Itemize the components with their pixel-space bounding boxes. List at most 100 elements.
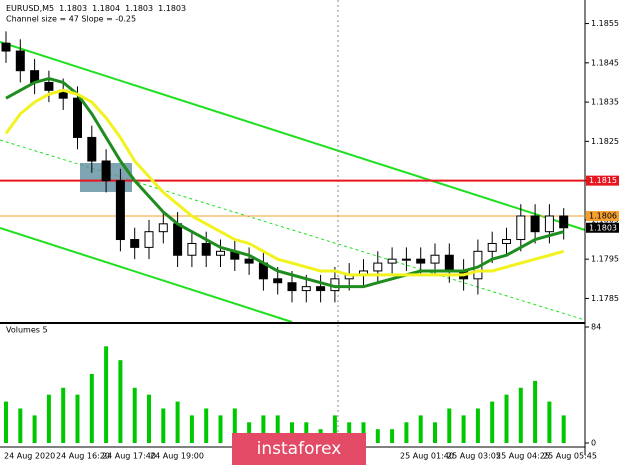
volume-bar <box>75 394 80 443</box>
volume-bar <box>118 360 123 443</box>
volume-bar <box>304 422 309 443</box>
x-tick-label: 24 Aug 16:20 <box>56 452 110 461</box>
volume-bar <box>61 387 66 443</box>
volume-bar <box>461 415 466 443</box>
candle-body <box>173 223 183 256</box>
volume-tick-label: 0 <box>591 439 596 448</box>
volume-bar <box>347 422 352 443</box>
y-tick-label: 1.1825 <box>591 137 619 146</box>
level-label: 1.1803 <box>589 223 617 232</box>
candle-body <box>130 239 140 248</box>
level-label: 1.1806 <box>589 211 617 220</box>
candle-body <box>316 286 326 292</box>
volume-bar <box>218 415 223 443</box>
channel-lower <box>0 227 293 323</box>
candle-body <box>101 160 111 182</box>
volume-bar <box>132 387 137 443</box>
volume-bar <box>504 394 509 443</box>
candle-body <box>430 254 440 264</box>
volume-bar <box>18 408 23 443</box>
volume-bar <box>175 401 180 443</box>
y-tick-label: 1.1845 <box>591 58 619 67</box>
candle-body <box>516 215 526 241</box>
level-label-bg <box>586 210 619 221</box>
y-tick-label: 1.1835 <box>591 98 619 107</box>
candle-body <box>287 282 297 292</box>
x-tick-label: 25 Aug 01:40 <box>400 452 454 461</box>
candle-body <box>559 215 569 229</box>
volume-bar <box>433 422 437 443</box>
volume-bar <box>390 429 395 443</box>
candle-body <box>273 278 283 284</box>
x-tick-label: 24 Aug 2020 <box>4 452 55 461</box>
volume-bar <box>475 408 480 443</box>
volume-bar <box>247 422 252 443</box>
volume-title: Volumes 5 <box>6 326 48 335</box>
candle-body <box>301 286 311 292</box>
header-value: 1.1803 <box>158 4 186 13</box>
candle-body <box>530 215 540 233</box>
x-tick-label: 25 Aug 04:25 <box>496 452 550 461</box>
volume-bar <box>261 415 266 443</box>
header-value: 1.1803 <box>59 4 87 13</box>
level-label-bg <box>586 175 619 186</box>
level-label: 1.1815 <box>589 176 617 185</box>
volume-bar <box>89 373 94 443</box>
marks: 1.17851.17951.18051.18151.18251.18351.18… <box>0 19 619 461</box>
volume-bar <box>418 415 423 443</box>
volume-bar <box>32 415 37 443</box>
volume-bar <box>204 408 209 443</box>
volume-bar <box>490 401 495 443</box>
subtitle: Channel size = 47 Slope = -0.25 <box>6 15 136 24</box>
volume-bar <box>275 415 280 443</box>
x-tick-label: 24 Aug 19:00 <box>150 452 204 461</box>
y-tick-label: 1.1855 <box>591 19 619 28</box>
candle-body <box>416 258 426 264</box>
moving-average <box>4 88 565 277</box>
candle-body <box>73 97 82 138</box>
candle-body <box>373 262 383 272</box>
candle-body <box>387 258 397 264</box>
x-tick-label: 24 Aug 17:40 <box>102 452 156 461</box>
candle-body <box>544 215 554 233</box>
channel-upper <box>0 41 586 231</box>
y-tick-label: 1.1795 <box>591 255 619 264</box>
volume-bar <box>447 408 452 443</box>
candle-body <box>216 250 225 256</box>
volume-bar <box>104 346 109 443</box>
candle-body <box>487 242 497 252</box>
candle-body <box>87 136 97 162</box>
volume-bar <box>189 415 194 443</box>
candle-body <box>401 258 411 261</box>
volume-bar <box>361 422 366 443</box>
candle-body <box>187 242 197 256</box>
volume-bar <box>4 401 8 443</box>
candle-body <box>201 242 211 256</box>
watermark-box <box>232 433 366 465</box>
header: EURUSD,M5 1.1803 1.1804 1.1803 1.1803 <box>6 4 186 13</box>
x-tick-label: 25 Aug 05:45 <box>543 452 597 461</box>
volume-tick-label: 84 <box>591 323 601 332</box>
candle-body <box>502 239 511 244</box>
candle-body <box>15 50 25 72</box>
x-tick-label: 25 Aug 03:05 <box>447 452 501 461</box>
candle-body <box>44 81 54 91</box>
y-tick-label: 1.1785 <box>591 294 619 303</box>
level-label-bg <box>586 222 619 233</box>
candle-body <box>444 254 454 272</box>
watermark: instaforex <box>257 439 342 459</box>
candle-body <box>115 180 125 241</box>
volume-bar <box>375 429 380 443</box>
volume-bar <box>404 422 409 443</box>
volume-bar <box>161 408 166 443</box>
volume-bar <box>533 380 538 443</box>
moving-average <box>5 76 565 289</box>
candle-body <box>1 42 11 52</box>
volume-bar <box>290 422 294 443</box>
volume-bar <box>547 401 552 443</box>
volume-bar <box>561 415 566 443</box>
volume-bar <box>147 394 151 443</box>
candle-body <box>144 231 154 248</box>
volume-bar <box>46 394 51 443</box>
